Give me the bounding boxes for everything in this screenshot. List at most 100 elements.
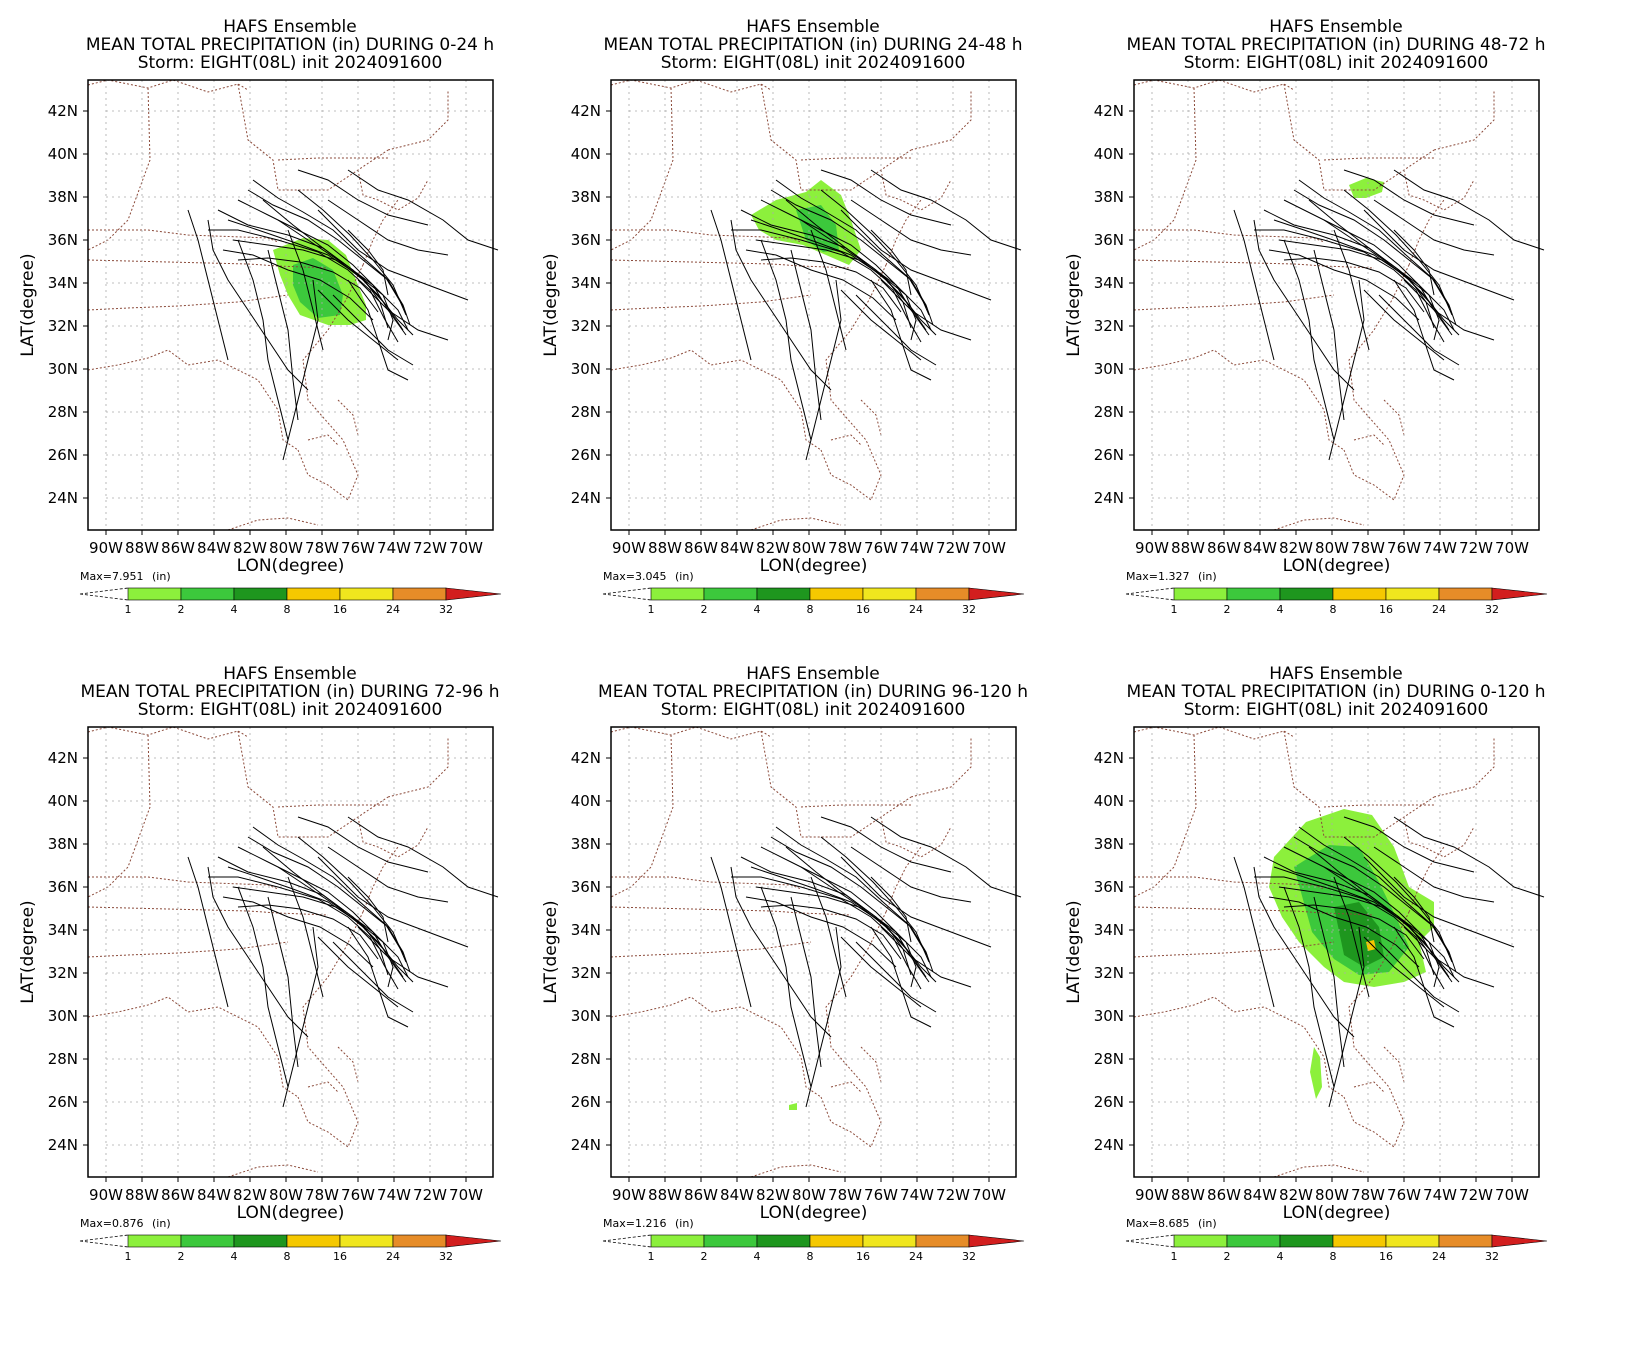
lat-tick-label: 42N xyxy=(48,102,78,120)
colorbar-level-label: 4 xyxy=(754,1250,761,1263)
lat-tick-label: 36N xyxy=(48,231,78,249)
lon-tick-label: 80W xyxy=(269,1186,303,1204)
colorbar-level-label: 2 xyxy=(1224,1250,1231,1263)
lon-tick-label: 70W xyxy=(449,1186,483,1204)
lat-tick-label: 36N xyxy=(1094,231,1124,249)
colorbar-level-label: 1 xyxy=(648,603,655,616)
max-value-label: Max=1.327 xyxy=(1126,570,1189,583)
lon-tick-label: 88W xyxy=(1171,1186,1205,1204)
lon-tick-label: 74W xyxy=(900,1186,934,1204)
lat-tick-label: 40N xyxy=(48,145,78,163)
title-line3: Storm: EIGHT(08L) init 2024091600 xyxy=(661,700,966,720)
lat-tick-label: 32N xyxy=(48,317,78,335)
colorbar-level-label: 16 xyxy=(856,1250,870,1263)
lon-tick-label: 78W xyxy=(828,539,862,557)
lat-tick-label: 38N xyxy=(48,835,78,853)
lat-tick-label: 40N xyxy=(571,145,601,163)
title-line3: Storm: EIGHT(08L) init 2024091600 xyxy=(1184,700,1489,720)
colorbar-low-arrow xyxy=(602,587,652,601)
units-label: (in) xyxy=(152,570,171,583)
lon-tick-label: 80W xyxy=(269,539,303,557)
lat-tick-label: 40N xyxy=(1094,145,1124,163)
lon-tick-label: 70W xyxy=(1495,539,1529,557)
lat-tick-label: 28N xyxy=(48,1050,78,1068)
lon-tick-label: 88W xyxy=(125,539,159,557)
colorbar-level-label: 32 xyxy=(1485,603,1499,616)
colorbar-level-label: 24 xyxy=(1432,1250,1446,1263)
lon-tick-label: 88W xyxy=(1171,539,1205,557)
lon-tick-label: 82W xyxy=(1279,1186,1313,1204)
colorbar-segment xyxy=(392,1234,447,1248)
colorbar-level-label: 32 xyxy=(1485,1250,1499,1263)
colorbar-level-label: 8 xyxy=(807,603,814,616)
colorbar-segment xyxy=(650,587,705,601)
colorbar: Max=0.876 (in)1 2 4 8 16 24 32 xyxy=(79,1217,502,1263)
colorbar-level-label: 4 xyxy=(1277,603,1284,616)
colorbar-level-label: 1 xyxy=(648,1250,655,1263)
lon-tick-label: 78W xyxy=(305,539,339,557)
title-line3: Storm: EIGHT(08L) init 2024091600 xyxy=(661,53,966,73)
map-frame xyxy=(610,726,1017,1178)
colorbar: Max=1.327 (in)1 2 4 8 16 24 32 xyxy=(1125,570,1548,616)
title-line2: MEAN TOTAL PRECIPITATION (in) DURING 0-2… xyxy=(86,35,494,55)
colorbar-level-label: 2 xyxy=(178,603,185,616)
units-label: (in) xyxy=(1198,570,1217,583)
map-frame xyxy=(87,726,494,1178)
title-line3: Storm: EIGHT(08L) init 2024091600 xyxy=(138,53,443,73)
precip-area xyxy=(1349,178,1384,198)
lon-tick-label: 86W xyxy=(161,1186,195,1204)
lat-tick-label: 32N xyxy=(48,964,78,982)
title-line2: MEAN TOTAL PRECIPITATION (in) DURING 24-… xyxy=(603,35,1022,55)
colorbar-level-label: 4 xyxy=(1277,1250,1284,1263)
colorbar-segment xyxy=(233,1234,288,1248)
lat-tick-label: 34N xyxy=(571,274,601,292)
lon-tick-label: 84W xyxy=(720,1186,754,1204)
colorbar-low-arrow xyxy=(1125,587,1175,601)
colorbar-segment xyxy=(809,1234,864,1248)
max-value-label: Max=8.685 xyxy=(1126,1217,1189,1230)
colorbar-segment xyxy=(1226,587,1281,601)
lon-tick-label: 80W xyxy=(1315,1186,1349,1204)
lat-tick-label: 26N xyxy=(48,1093,78,1111)
max-value-label: Max=3.045 xyxy=(603,570,666,583)
lat-tick-label: 34N xyxy=(571,921,601,939)
y-axis-label: LAT(degree) xyxy=(18,253,38,356)
colorbar: Max=7.951 (in)1 2 4 8 16 24 32 xyxy=(79,570,502,616)
lat-tick-label: 34N xyxy=(1094,274,1124,292)
title-line2: MEAN TOTAL PRECIPITATION (in) DURING 0-1… xyxy=(1126,682,1545,702)
lon-tick-label: 86W xyxy=(1207,1186,1241,1204)
lat-tick-label: 26N xyxy=(571,1093,601,1111)
colorbar-level-label: 2 xyxy=(178,1250,185,1263)
lat-tick-label: 42N xyxy=(571,749,601,767)
lat-tick-label: 42N xyxy=(571,102,601,120)
lon-tick-label: 88W xyxy=(648,539,682,557)
map-background xyxy=(88,727,493,1177)
colorbar-low-arrow xyxy=(602,1234,652,1248)
lon-tick-label: 90W xyxy=(89,539,123,557)
max-value-label: Max=7.951 xyxy=(80,570,143,583)
lon-tick-label: 72W xyxy=(936,1186,970,1204)
colorbar-level-label: 24 xyxy=(909,603,923,616)
x-axis-label: LON(degree) xyxy=(760,556,868,576)
lat-tick-label: 24N xyxy=(571,1136,601,1154)
colorbar-segment xyxy=(809,587,864,601)
lat-tick-label: 32N xyxy=(571,964,601,982)
colorbar-level-label: 32 xyxy=(439,1250,453,1263)
precip-area xyxy=(789,1103,797,1110)
colorbar: Max=3.045 (in)1 2 4 8 16 24 32 xyxy=(602,570,1025,616)
colorbar-segment xyxy=(1173,1234,1228,1248)
lon-tick-label: 84W xyxy=(1243,539,1277,557)
colorbar-segment xyxy=(180,587,235,601)
lon-tick-label: 74W xyxy=(377,539,411,557)
colorbar-level-label: 1 xyxy=(125,603,132,616)
lat-tick-label: 32N xyxy=(571,317,601,335)
lon-tick-label: 78W xyxy=(828,1186,862,1204)
max-value-label: Max=1.216 xyxy=(603,1217,666,1230)
lon-tick-label: 76W xyxy=(864,539,898,557)
colorbar-segment xyxy=(339,1234,394,1248)
